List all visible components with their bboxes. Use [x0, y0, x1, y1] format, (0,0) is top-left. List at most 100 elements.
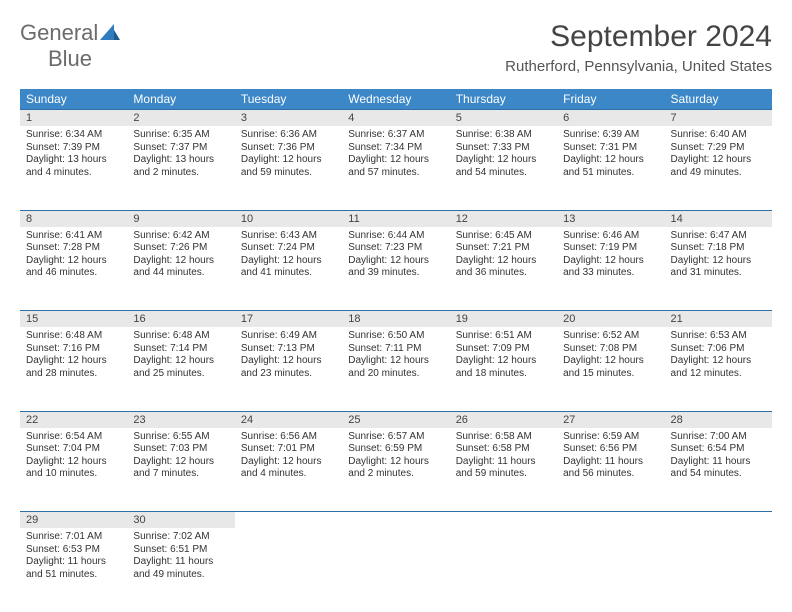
cell-sunset: Sunset: 7:06 PM — [671, 343, 766, 356]
cell-day1: Daylight: 12 hours — [348, 255, 443, 268]
cell-sunset: Sunset: 7:19 PM — [563, 242, 658, 255]
cell-day1: Daylight: 12 hours — [671, 154, 766, 167]
week-row: Sunrise: 6:41 AMSunset: 7:28 PM Daylight:… — [20, 227, 772, 311]
location: Rutherford, Pennsylvania, United States — [505, 58, 772, 75]
cell-sunset: Sunset: 7:39 PM — [26, 142, 121, 155]
cell-day1: Daylight: 12 hours — [348, 355, 443, 368]
cell-day1: Daylight: 12 hours — [456, 154, 551, 167]
cell-sunrise: Sunrise: 6:59 AM — [563, 431, 658, 444]
day-cell: Sunrise: 6:36 AMSunset: 7:36 PMDaylight:… — [235, 126, 342, 210]
day-cell: Sunrise: 6:44 AMSunset: 7:23 PMDaylight:… — [342, 227, 449, 311]
day-number: 15 — [20, 311, 127, 328]
week-row: Sunrise: 7:01 AMSunset: 6:53 PMDaylight:… — [20, 528, 772, 612]
day-cell: Sunrise: 6:41 AMSunset: 7:28 PMDaylight:… — [20, 227, 127, 311]
cell-day2: and 44 minutes. — [133, 267, 228, 280]
cell-sunrise: Sunrise: 6:50 AM — [348, 330, 443, 343]
header-saturday: Saturday — [665, 89, 772, 110]
cell-sunrise: Sunrise: 6:41 AM — [26, 230, 121, 243]
cell-sunrise: Sunrise: 6:36 AM — [241, 129, 336, 142]
cell-day2: and 33 minutes. — [563, 267, 658, 280]
day-number — [235, 512, 342, 529]
day-cell: Sunrise: 6:52 AMSunset: 7:08 PMDaylight:… — [557, 327, 664, 411]
day-number: 10 — [235, 210, 342, 227]
day-number: 18 — [342, 311, 449, 328]
calendar-table: Sunday Monday Tuesday Wednesday Thursday… — [20, 89, 772, 612]
day-cell: Sunrise: 7:02 AMSunset: 6:51 PMDaylight:… — [127, 528, 234, 612]
day-number: 5 — [450, 110, 557, 127]
cell-day2: and 59 minutes. — [241, 167, 336, 180]
day-cell: Sunrise: 6:46 AMSunset: 7:19 PMDaylight:… — [557, 227, 664, 311]
logo: General Blue — [20, 20, 120, 72]
header: General Blue September 2024 Rutherford, … — [20, 20, 772, 75]
day-number: 20 — [557, 311, 664, 328]
day-number: 24 — [235, 411, 342, 428]
day-cell: Sunrise: 6:49 AMSunset: 7:13 PMDaylight:… — [235, 327, 342, 411]
day-cell — [450, 528, 557, 612]
cell-sunset: Sunset: 7:29 PM — [671, 142, 766, 155]
cell-day1: Daylight: 12 hours — [563, 154, 658, 167]
day-number — [665, 512, 772, 529]
day-number: 7 — [665, 110, 772, 127]
cell-sunset: Sunset: 7:03 PM — [133, 443, 228, 456]
day-number: 2 — [127, 110, 234, 127]
cell-sunset: Sunset: 6:54 PM — [671, 443, 766, 456]
cell-day2: and 57 minutes. — [348, 167, 443, 180]
day-cell: Sunrise: 7:00 AMSunset: 6:54 PMDaylight:… — [665, 428, 772, 512]
day-cell: Sunrise: 6:54 AMSunset: 7:04 PMDaylight:… — [20, 428, 127, 512]
header-thursday: Thursday — [450, 89, 557, 110]
cell-day2: and 51 minutes. — [563, 167, 658, 180]
cell-sunrise: Sunrise: 6:49 AM — [241, 330, 336, 343]
cell-day1: Daylight: 12 hours — [671, 255, 766, 268]
cell-sunrise: Sunrise: 6:57 AM — [348, 431, 443, 444]
day-number: 28 — [665, 411, 772, 428]
cell-sunrise: Sunrise: 6:44 AM — [348, 230, 443, 243]
cell-day2: and 10 minutes. — [26, 468, 121, 481]
cell-day2: and 25 minutes. — [133, 368, 228, 381]
day-number: 26 — [450, 411, 557, 428]
cell-sunset: Sunset: 7:14 PM — [133, 343, 228, 356]
cell-day1: Daylight: 12 hours — [456, 255, 551, 268]
cell-day2: and 12 minutes. — [671, 368, 766, 381]
cell-sunrise: Sunrise: 6:35 AM — [133, 129, 228, 142]
cell-sunset: Sunset: 7:01 PM — [241, 443, 336, 456]
cell-day2: and 49 minutes. — [671, 167, 766, 180]
day-number: 25 — [342, 411, 449, 428]
cell-day1: Daylight: 13 hours — [26, 154, 121, 167]
day-number: 23 — [127, 411, 234, 428]
cell-sunrise: Sunrise: 7:00 AM — [671, 431, 766, 444]
day-number: 6 — [557, 110, 664, 127]
cell-day2: and 2 minutes. — [348, 468, 443, 481]
day-number — [342, 512, 449, 529]
cell-sunrise: Sunrise: 6:34 AM — [26, 129, 121, 142]
cell-sunrise: Sunrise: 6:52 AM — [563, 330, 658, 343]
cell-day2: and 18 minutes. — [456, 368, 551, 381]
cell-day1: Daylight: 12 hours — [348, 154, 443, 167]
cell-day1: Daylight: 13 hours — [133, 154, 228, 167]
day-number: 13 — [557, 210, 664, 227]
cell-day2: and 41 minutes. — [241, 267, 336, 280]
cell-sunrise: Sunrise: 6:43 AM — [241, 230, 336, 243]
cell-sunset: Sunset: 7:09 PM — [456, 343, 551, 356]
day-cell: Sunrise: 6:35 AMSunset: 7:37 PMDaylight:… — [127, 126, 234, 210]
cell-day2: and 46 minutes. — [26, 267, 121, 280]
cell-day1: Daylight: 12 hours — [241, 355, 336, 368]
cell-sunset: Sunset: 7:21 PM — [456, 242, 551, 255]
cell-sunrise: Sunrise: 6:54 AM — [26, 431, 121, 444]
cell-sunrise: Sunrise: 6:55 AM — [133, 431, 228, 444]
cell-day1: Daylight: 12 hours — [348, 456, 443, 469]
cell-sunset: Sunset: 7:28 PM — [26, 242, 121, 255]
day-number: 3 — [235, 110, 342, 127]
cell-sunrise: Sunrise: 6:51 AM — [456, 330, 551, 343]
cell-day1: Daylight: 12 hours — [671, 355, 766, 368]
cell-day2: and 2 minutes. — [133, 167, 228, 180]
cell-sunrise: Sunrise: 7:01 AM — [26, 531, 121, 544]
day-number: 22 — [20, 411, 127, 428]
cell-sunset: Sunset: 7:37 PM — [133, 142, 228, 155]
day-number: 30 — [127, 512, 234, 529]
day-cell: Sunrise: 6:59 AMSunset: 6:56 PMDaylight:… — [557, 428, 664, 512]
day-cell: Sunrise: 6:43 AMSunset: 7:24 PMDaylight:… — [235, 227, 342, 311]
cell-day1: Daylight: 11 hours — [563, 456, 658, 469]
day-number: 14 — [665, 210, 772, 227]
daynum-row: 15161718192021 — [20, 311, 772, 328]
day-number: 17 — [235, 311, 342, 328]
